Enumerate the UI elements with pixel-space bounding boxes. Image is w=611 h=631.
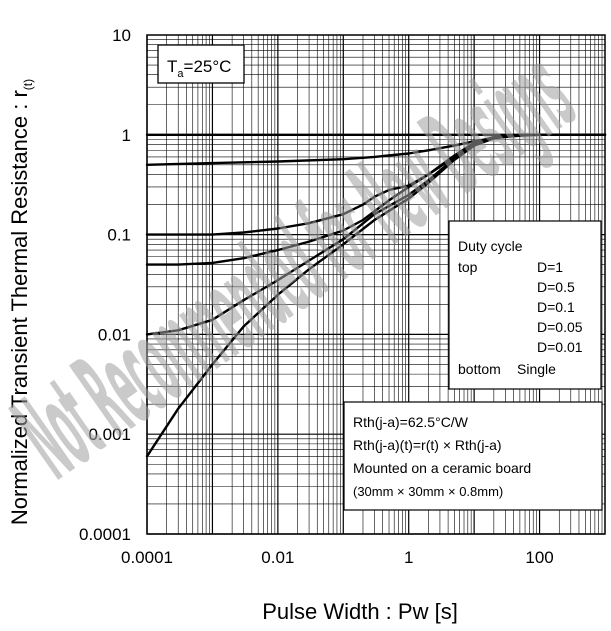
plot-frame — [146, 34, 606, 535]
y-tick-label: 10 — [112, 26, 131, 45]
legend-entry-d005: D=0.05 — [537, 319, 583, 335]
note-rth: Rth(j-a)=62.5°C/W — [353, 414, 469, 430]
legend-entry-single: Single — [517, 361, 556, 377]
series-line-single — [145, 133, 607, 458]
condition-text: Ta=25°C — [167, 57, 231, 80]
y-tick-label: 0.01 — [98, 325, 131, 344]
condition-box: Ta=25°C — [157, 44, 245, 84]
x-tick-label: 1 — [404, 548, 413, 567]
x-tick-label: 0.01 — [261, 548, 294, 567]
condition-main: T — [167, 57, 177, 76]
x-axis-title: Pulse Width : Pw [s] — [262, 599, 458, 624]
y-tick-label: 0.1 — [107, 226, 131, 245]
y-axis-title: Normalized Transient Thermal Resistance … — [7, 79, 35, 525]
x-tick-label: 0.0001 — [121, 548, 173, 567]
condition-rest: =25°C — [184, 57, 232, 76]
legend-entry-d01: D=0.1 — [537, 299, 575, 315]
y-tick-label: 1 — [122, 126, 131, 145]
notes-box: Rth(j-a)=62.5°C/W Rth(j-a)(t)=r(t) × Rth… — [343, 401, 603, 511]
condition-frame — [157, 44, 245, 84]
legend-entry-d05: D=0.5 — [537, 279, 575, 295]
y-axis-title-main: Normalized Transient Thermal Resistance … — [7, 90, 32, 525]
x-tick-labels: 0.0001 0.01 1 100 — [121, 548, 554, 567]
legend-entry-d001: D=0.01 — [537, 339, 583, 355]
curves — [145, 133, 607, 458]
y-tick-label: 0.001 — [88, 425, 131, 444]
legend-entry-d1: D=1 — [537, 259, 563, 275]
y-tick-labels: 10 1 0.1 0.01 0.001 0.0001 — [79, 26, 131, 544]
y-axis-title-sub: (t) — [21, 79, 35, 90]
x-tick-label: 100 — [525, 548, 553, 567]
condition-sub: a — [177, 68, 184, 80]
note-formula: Rth(j-a)(t)=r(t) × Rth(j-a) — [353, 437, 502, 453]
notes-frame — [343, 401, 603, 511]
note-dimensions: (30mm × 30mm × 0.8mm) — [353, 484, 503, 499]
legend-top-label: top — [458, 259, 478, 275]
note-board: Mounted on a ceramic board — [353, 460, 531, 476]
legend-bottom-label: bottom — [458, 361, 501, 377]
legend-frame — [448, 220, 602, 390]
legend-box: Duty cycle top D=1 D=0.5 D=0.1 D=0.05 D=… — [448, 220, 602, 390]
legend-title: Duty cycle — [458, 238, 523, 254]
y-tick-label: 0.0001 — [79, 525, 131, 544]
